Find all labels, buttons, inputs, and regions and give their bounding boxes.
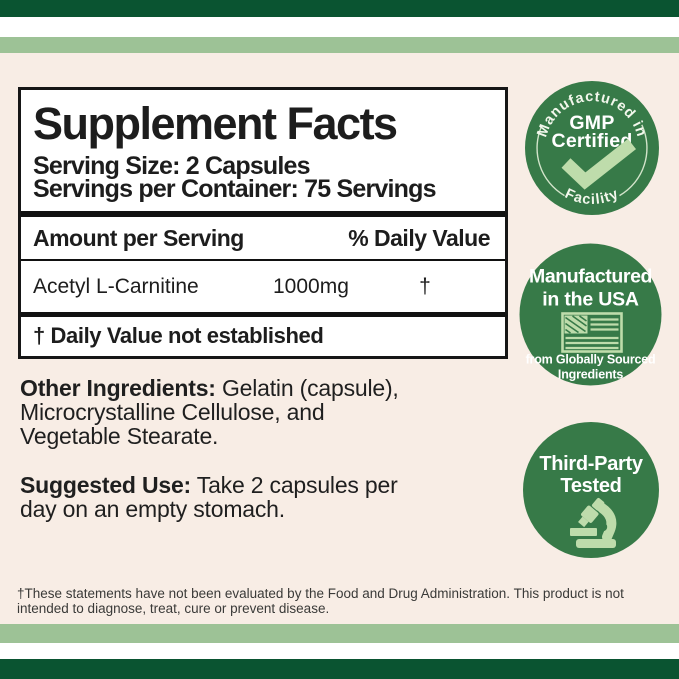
table-header-row: Amount per Serving % Daily Value (21, 217, 505, 259)
suggested-use-line2: day on an empty stomach. (20, 496, 285, 522)
servings-per-container: Servings per Container: 75 Servings (33, 175, 437, 203)
supplement-facts-panel: Supplement Facts Serving Size: 2 Capsule… (18, 87, 508, 359)
ingredient-name: Acetyl L-Carnitine (33, 274, 199, 298)
other-ingredients-line3: Vegetable Stearate. (20, 423, 219, 449)
tested-line2: Tested (560, 475, 621, 497)
fda-disclaimer-line2: intended to diagnose, treat, cure or pre… (17, 600, 330, 616)
badge-circle (523, 422, 659, 558)
gmp-line2: Certified (552, 130, 633, 152)
divider-thick (21, 211, 505, 217)
tested-line1: Third-Party (539, 453, 644, 475)
amount-per-serving-header: Amount per Serving (33, 224, 244, 251)
ingredient-amount: 1000mg (273, 274, 349, 298)
gmp-certified-badge: Manufactured in GMP Certified Facility (525, 81, 659, 215)
ingredient-daily-value: † (419, 274, 431, 298)
suggested-use-label: Suggested Use: (20, 472, 192, 498)
fda-disclaimer-line1: †These statements have not been evaluate… (17, 586, 624, 601)
serving-size: Serving Size: 2 Capsules (33, 152, 311, 180)
other-ingredients-line1: Other Ingredients: Gelatin (capsule), (20, 376, 399, 400)
panel-footnote: † Daily Value not established (33, 322, 324, 348)
fda-disclaimer: †These statements have not been evaluate… (17, 586, 624, 617)
usa-flag-icon (561, 312, 623, 353)
daily-value-header: % Daily Value (348, 224, 490, 251)
bottom-dark-bar (0, 659, 679, 679)
table-row: Acetyl L-Carnitine 1000mg † (21, 261, 505, 312)
other-ingredients-label: Other Ingredients: (20, 375, 216, 401)
other-ingredients-text: Gelatin (capsule), (215, 375, 399, 401)
other-ingredients-block: Other Ingredients: Gelatin (capsule), Mi… (20, 376, 399, 448)
suggested-use-block: Suggested Use: Take 2 capsules per day o… (20, 473, 398, 521)
usa-sub1: from Globally Sourced (526, 353, 656, 367)
bottom-light-bar (0, 624, 679, 643)
gmp-line1: GMP (569, 112, 614, 134)
top-dark-bar (0, 0, 679, 17)
gmp-bottom-curved-text: Facility (562, 186, 621, 208)
checkmark-icon (561, 138, 637, 190)
badge-ring (536, 124, 648, 197)
divider-thick (21, 312, 505, 317)
other-ingredients-line2: Microcrystalline Cellulose, and (20, 399, 325, 425)
usa-line2: in the USA (542, 289, 639, 311)
third-party-tested-badge: Third-Party Tested (523, 422, 659, 558)
suggested-use-text: Take 2 capsules per (191, 472, 398, 498)
usa-line1: Manufactured (529, 266, 652, 288)
top-light-bar (0, 37, 679, 53)
divider-thin (21, 259, 505, 261)
suggested-use-line1: Suggested Use: Take 2 capsules per (20, 473, 398, 497)
usa-sub2: Ingredients (558, 368, 623, 382)
made-in-usa-badge: Manufactured in the USA from Globally So… (519, 243, 662, 386)
panel-title: Supplement Facts (33, 98, 398, 149)
microscope-icon (570, 497, 617, 548)
badge-circle (525, 81, 659, 215)
